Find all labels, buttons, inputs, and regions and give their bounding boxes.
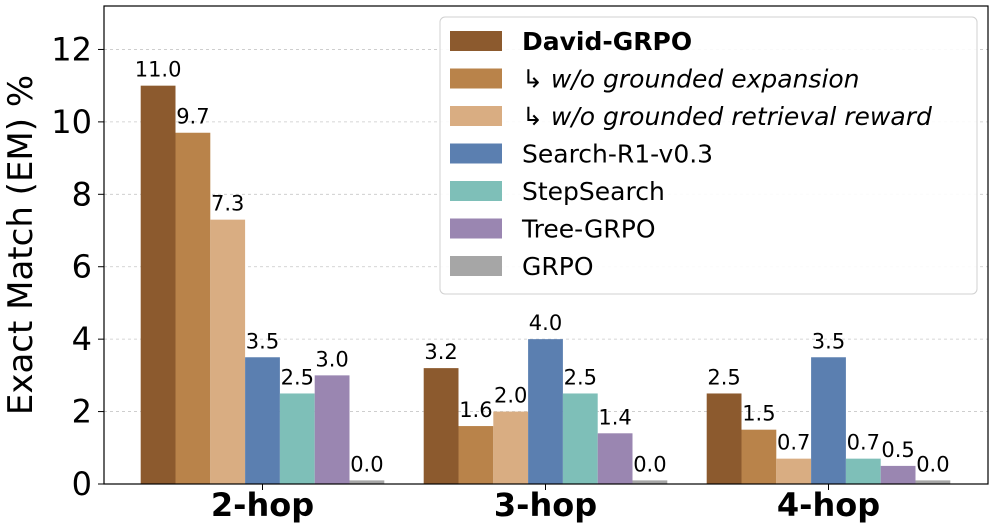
- bar: [845, 458, 881, 484]
- y-tick-label: 0: [72, 465, 92, 503]
- bar: [597, 433, 633, 484]
- data-labels: 11.09.77.33.52.53.00.03.21.62.04.02.51.4…: [135, 58, 950, 477]
- bar: [562, 393, 598, 484]
- legend-swatch: [450, 256, 502, 276]
- y-axis-label: Exact Match (EM) %: [1, 75, 41, 415]
- legend-swatch: [450, 181, 502, 201]
- data-label: 2.5: [281, 365, 314, 389]
- data-label: 1.4: [598, 405, 631, 429]
- bars: [140, 85, 951, 485]
- data-label: 3.0: [315, 347, 348, 371]
- legend-swatch: [450, 31, 502, 51]
- data-label: 1.6: [459, 398, 492, 422]
- legend-label: ↳ w/o grounded expansion: [522, 65, 860, 94]
- data-label: 2.5: [707, 365, 740, 389]
- legend: David-GRPO ↳ w/o grounded expansion ↳ w/o…: [439, 16, 978, 295]
- legend-swatch: [450, 106, 502, 126]
- legend-label: ↳ w/o grounded retrieval reward: [522, 102, 932, 131]
- bar: [458, 426, 494, 484]
- bar: [175, 132, 211, 484]
- y-tick-label: 4: [72, 320, 92, 358]
- y-tick-label: 10: [51, 103, 92, 141]
- bar: [776, 458, 812, 484]
- data-label: 0.0: [350, 452, 383, 476]
- data-label: 11.0: [135, 58, 182, 82]
- data-label: 0.7: [777, 431, 810, 455]
- data-label: 0.5: [881, 438, 914, 462]
- bar: [915, 480, 951, 484]
- legend-label: StepSearch: [522, 177, 665, 206]
- x-tick-label: 2-hop: [211, 486, 314, 524]
- data-label: 0.0: [633, 452, 666, 476]
- bar: [880, 465, 916, 484]
- bar: [632, 480, 668, 484]
- legend-swatch: [450, 218, 502, 239]
- data-label: 1.5: [742, 402, 775, 426]
- data-label: 2.5: [564, 365, 597, 389]
- y-tick-label: 6: [72, 248, 92, 286]
- legend-frame: [439, 16, 978, 295]
- data-label: 3.2: [424, 340, 457, 364]
- bar: [349, 480, 385, 484]
- bar: [493, 411, 529, 484]
- x-axis-ticks: 2-hop 3-hop 4-hop: [211, 484, 880, 524]
- bar: [528, 339, 563, 484]
- bar: [314, 375, 350, 484]
- bar: [279, 393, 315, 484]
- x-tick-label: 4-hop: [777, 486, 880, 524]
- bar: [811, 357, 846, 484]
- bar: [140, 85, 176, 485]
- legend-swatch: [450, 143, 502, 164]
- data-label: 3.5: [246, 329, 279, 353]
- legend-label: David-GRPO: [522, 27, 692, 56]
- data-label: 3.5: [812, 329, 845, 353]
- legend-label: Tree-GRPO: [521, 215, 656, 244]
- bar: [210, 219, 246, 484]
- bar: [706, 393, 742, 484]
- data-label: 0.0: [916, 452, 949, 476]
- data-label: 9.7: [176, 105, 209, 129]
- data-label: 0.7: [847, 431, 880, 455]
- data-label: 2.0: [494, 384, 527, 408]
- bar: [245, 357, 280, 484]
- legend-swatch: [450, 68, 502, 89]
- y-tick-label: 8: [72, 175, 92, 213]
- data-label: 7.3: [211, 192, 244, 216]
- y-axis-ticks: 0 2 4 6 8 10 12: [51, 30, 104, 503]
- bar: [423, 368, 459, 484]
- bar: [741, 429, 777, 484]
- legend-label: GRPO: [522, 252, 594, 281]
- x-tick-label: 3-hop: [494, 486, 597, 524]
- legend-label: Search-R1-v0.3: [522, 140, 713, 169]
- y-tick-label: 2: [72, 393, 92, 431]
- data-label: 4.0: [529, 311, 562, 335]
- y-tick-label: 12: [51, 30, 92, 68]
